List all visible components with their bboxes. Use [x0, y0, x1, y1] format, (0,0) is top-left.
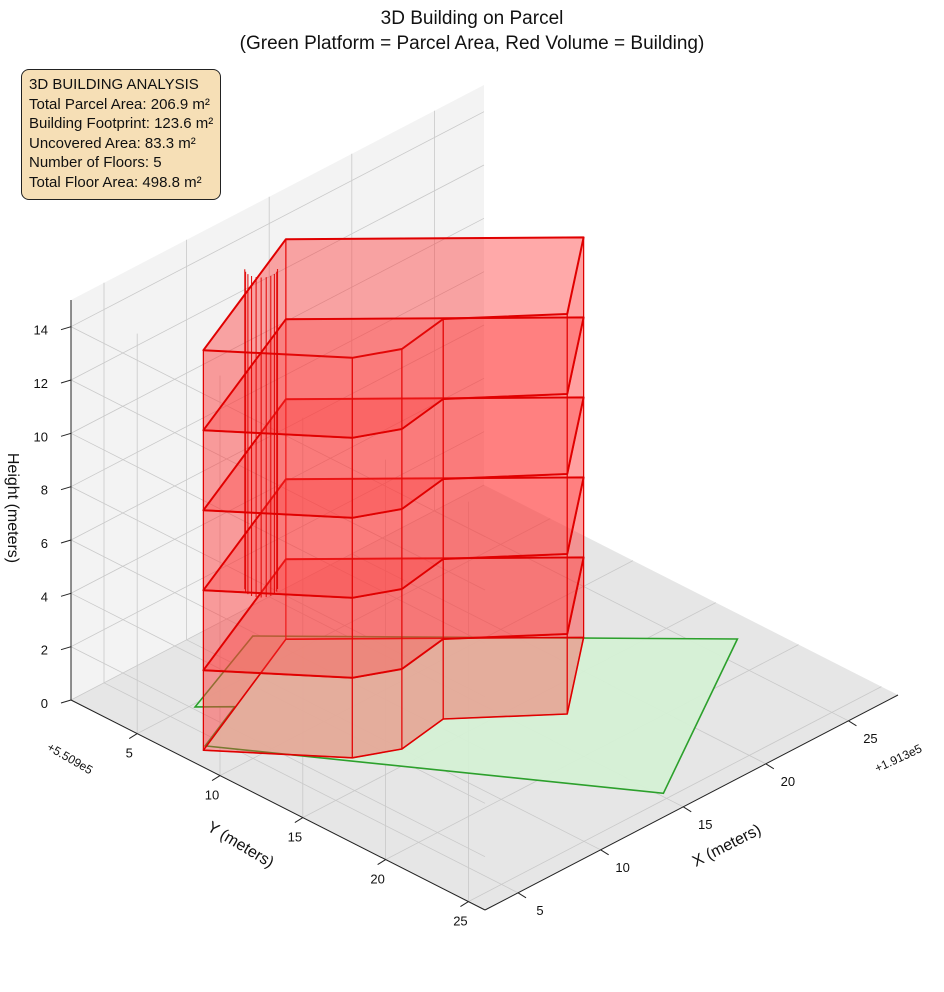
y-tick-label: 15 — [288, 830, 302, 845]
x-tick — [682, 806, 692, 813]
building-slab-top — [202, 236, 585, 359]
z-tick — [60, 592, 72, 597]
building-column — [244, 269, 279, 598]
building-floor — [202, 396, 585, 599]
info-line: Total Parcel Area: 206.9 m² — [29, 95, 210, 113]
x-offset-label: +1.913e5 — [873, 741, 925, 775]
y-axis-line — [70, 699, 486, 911]
z-tick — [60, 486, 72, 491]
z-tick-label: 8 — [41, 483, 48, 498]
z-tick — [60, 539, 72, 544]
y-tick — [377, 859, 386, 866]
info-line: 3D BUILDING ANALYSIS — [29, 76, 199, 93]
building-slab-bottom — [202, 556, 585, 679]
x-tick — [517, 892, 527, 899]
chart-subtitle: (Green Platform = Parcel Area, Red Volum… — [239, 33, 705, 54]
y-tick — [211, 775, 221, 782]
z-tick-label: 0 — [41, 696, 48, 711]
building-volume — [202, 236, 585, 759]
chart-title: 3D Building on Parcel — [380, 8, 564, 29]
x-tick-label: 20 — [781, 774, 795, 789]
x-tick — [600, 849, 609, 856]
y-offset-label: +5.509e5 — [45, 740, 96, 777]
building-floor — [202, 476, 585, 679]
z-axis-label: Height (meters) — [4, 453, 21, 563]
analysis-info-box: 3D BUILDING ANALYSIS Total Parcel Area: … — [21, 69, 222, 200]
info-line: Building Footprint: 123.6 m² — [29, 115, 214, 133]
building-floor — [202, 556, 585, 759]
y-tick-label: 10 — [205, 788, 219, 803]
info-line: Number of Floors: 5 — [29, 154, 162, 172]
z-tick-label: 12 — [34, 376, 48, 391]
z-tick — [60, 432, 72, 437]
info-line: Total Floor Area: 498.8 m² — [29, 173, 202, 191]
tick-labels: 5 10 15 20 25 5 10 15 20 25 0 2 4 6 8 10 12 14 — [34, 323, 878, 929]
y-tick-label: 5 — [126, 746, 133, 761]
z-tick-label: 10 — [34, 429, 48, 444]
y-tick — [128, 733, 138, 740]
axis-lines — [70, 300, 899, 911]
info-line: Uncovered Area: 83.3 m² — [29, 134, 196, 152]
x-tick-label: 5 — [536, 903, 543, 918]
y-tick-label: 25 — [453, 914, 467, 929]
building-slab-bottom — [202, 396, 585, 519]
y-tick — [294, 817, 304, 824]
z-tick-label: 4 — [41, 589, 48, 604]
x-axis-line — [484, 694, 899, 911]
z-tick — [60, 326, 72, 331]
building-slab-bottom — [202, 316, 585, 439]
chart-title-block: 3D Building on Parcel (Green Platform = … — [0, 6, 944, 56]
building-floor — [202, 236, 585, 439]
z-tick — [60, 646, 72, 651]
building-slab-bottom — [202, 476, 585, 599]
building-slab-bottom — [202, 636, 585, 759]
x-tick-label: 15 — [698, 817, 712, 832]
z-tick-label: 14 — [34, 323, 48, 338]
x-tick-label: 10 — [615, 860, 629, 875]
x-tick — [765, 763, 775, 770]
z-tick-label: 6 — [41, 536, 48, 551]
x-tick — [848, 720, 857, 727]
y-axis-label: Y (meters) — [204, 819, 277, 872]
z-tick — [60, 379, 72, 384]
z-tick — [60, 699, 72, 704]
z-tick-label: 2 — [41, 643, 48, 658]
y-tick — [460, 901, 469, 908]
x-tick-label: 25 — [863, 731, 877, 746]
y-tick-label: 20 — [370, 872, 384, 887]
